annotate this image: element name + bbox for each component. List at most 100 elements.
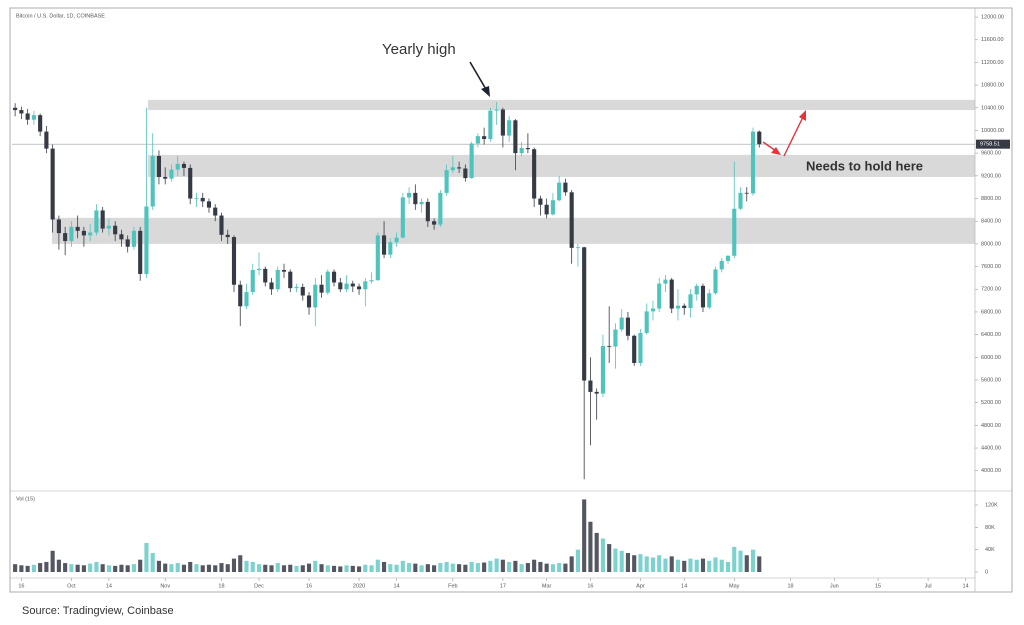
volume-bar <box>544 563 549 572</box>
candle-body <box>750 131 756 194</box>
volume-bar <box>713 557 718 572</box>
x-tick-label: Mar <box>542 583 552 589</box>
volume-bar <box>194 564 199 572</box>
candle-body <box>69 226 74 242</box>
volume-bar <box>106 565 111 572</box>
volume-bar <box>719 559 724 572</box>
volume-bar <box>407 563 412 572</box>
candle-body <box>382 235 387 255</box>
x-tick-label: Jul <box>925 583 932 589</box>
candle-body <box>75 226 80 231</box>
volume-bar <box>169 564 174 572</box>
candle-body <box>113 225 118 235</box>
volume-bar <box>238 555 243 572</box>
candle-body <box>463 168 468 179</box>
candle-body <box>494 109 499 111</box>
candle-body <box>650 308 656 312</box>
volume-bar <box>432 565 437 572</box>
candle-body <box>313 284 318 308</box>
candle-body <box>100 210 105 229</box>
candle-body <box>206 201 212 208</box>
volume-bar <box>88 563 93 572</box>
y-tick-label: 11200.00 <box>981 60 1004 66</box>
candle-body <box>438 192 443 225</box>
x-tick-label: Jun <box>830 583 839 589</box>
x-tick-label: 17 <box>500 583 506 589</box>
volume-bar <box>306 563 312 572</box>
candle-body <box>532 149 537 199</box>
volume-bar <box>750 549 756 572</box>
volume-bar <box>38 563 43 572</box>
volume-bar <box>725 561 731 572</box>
candle-body <box>106 225 111 229</box>
volume-bar <box>394 564 399 572</box>
volume-bar <box>94 561 99 572</box>
candle-body <box>163 176 168 179</box>
y-tick-label: 6400.00 <box>981 332 1001 338</box>
candle-body <box>200 197 205 202</box>
zone <box>148 99 975 111</box>
candle-body <box>588 380 593 392</box>
candle-body <box>350 283 355 287</box>
volume-bar <box>256 564 262 572</box>
candle-body <box>513 120 518 154</box>
last-price-label: 9758.51 <box>980 142 1000 148</box>
annotation: Needs to hold here <box>806 158 923 173</box>
volume-bar <box>444 561 449 572</box>
candle-body <box>194 197 199 199</box>
volume-bar <box>607 544 612 572</box>
candle-body <box>644 311 649 333</box>
volume-bar <box>325 565 330 572</box>
candle-body <box>582 247 587 381</box>
arrow-head <box>481 86 490 97</box>
candle-body <box>244 292 249 307</box>
candle-body <box>413 192 418 205</box>
candle-body <box>263 268 268 283</box>
y-tick-label: 11600.00 <box>981 37 1004 43</box>
candle-body <box>219 215 224 235</box>
volume-bar <box>675 559 681 572</box>
y-tick-label: 6800.00 <box>981 309 1001 315</box>
volume-bar <box>538 561 543 572</box>
volume-bar <box>350 565 355 572</box>
volume-bar <box>469 561 474 572</box>
candle-body <box>625 317 631 336</box>
candle-body <box>94 210 99 233</box>
chart-marks <box>13 102 762 572</box>
volume-bar <box>657 555 662 572</box>
candle-body <box>331 271 337 283</box>
candle-body <box>607 345 612 347</box>
volume-bar <box>150 553 155 572</box>
candle-body <box>294 286 299 289</box>
candle-body <box>619 317 624 330</box>
y-tick-label: 8400.00 <box>981 219 1001 225</box>
candle-body <box>63 233 68 242</box>
candle-body <box>144 206 149 274</box>
candle-body <box>344 283 349 290</box>
volume-bar <box>219 563 224 572</box>
candle-body <box>707 293 712 308</box>
candle-body <box>56 219 61 234</box>
candle-body <box>256 268 262 270</box>
candle-body <box>175 163 180 170</box>
candle-body <box>694 285 699 295</box>
x-tick-label: 16 <box>306 583 312 589</box>
volume-bar <box>231 558 237 572</box>
y-tick-label: 10000.00 <box>981 128 1004 134</box>
last-price-tag <box>976 139 1010 149</box>
candle-body <box>482 136 487 139</box>
volume-bar <box>225 564 230 572</box>
volume-bar <box>613 548 618 572</box>
volume-bar <box>294 565 299 572</box>
candle-body <box>150 156 155 207</box>
candle-body <box>275 269 280 290</box>
volume-bar <box>363 564 368 572</box>
zone <box>148 154 975 177</box>
volume-bar <box>525 563 530 572</box>
volume-bar <box>244 560 249 572</box>
candle-body <box>575 247 580 249</box>
candle-body <box>238 284 243 307</box>
volume-bar <box>356 566 362 572</box>
volume-bar <box>382 561 387 572</box>
